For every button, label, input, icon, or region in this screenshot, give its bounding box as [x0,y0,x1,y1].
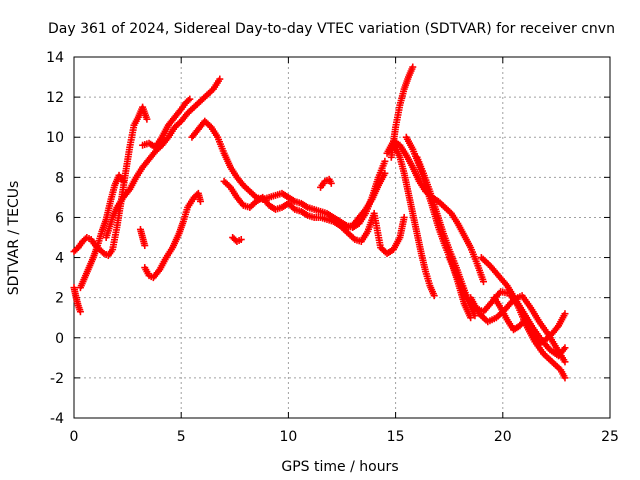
series-trace-14 [383,137,488,286]
plus-marker [237,236,245,244]
series-trace-9 [220,169,389,231]
plus-marker [381,157,389,165]
plus-marker [400,213,408,221]
plus-marker [467,314,475,322]
grid-lines [74,57,610,418]
plus-marker [409,63,417,71]
axis-ticks [73,56,611,419]
plus-marker [480,278,488,286]
plus-marker [216,75,224,83]
plus-marker [143,115,151,123]
x-tick-label: 25 [601,429,619,445]
x-tick-label: 0 [70,429,79,445]
plus-marker [381,169,389,177]
series-trace-17 [413,153,479,320]
series-trace-21 [490,294,569,348]
plus-marker [561,344,569,352]
y-tick-label: 2 [55,291,64,307]
y-tick-label: 14 [46,50,64,66]
plus-marker [561,310,569,318]
x-tick-label: 10 [279,429,297,445]
plot-frame [73,56,611,419]
plus-marker [561,374,569,382]
series-trace-15 [392,143,438,300]
plus-marker [119,177,127,185]
plus-marker [196,197,204,205]
plus-marker [430,292,438,300]
y-tick-label: 6 [55,210,64,226]
plus-marker [184,96,192,104]
x-axis-label: GPS time / hours [281,459,398,475]
series-trace-19 [467,292,569,366]
y-axis-label: SDTVAR / TECUs [6,181,22,296]
plus-marker [76,308,84,316]
plus-marker [141,242,149,250]
plus-marker [99,248,107,256]
series-trace-10 [229,234,245,246]
series-trace-5 [139,95,194,151]
x-tick-label: 20 [494,429,512,445]
y-tick-label: 4 [55,251,64,267]
plus-marker [327,179,335,187]
series-trace-11 [317,175,335,191]
plus-marker [561,358,569,366]
plus-marker [186,95,194,103]
series-trace-2 [70,284,84,316]
y-tick-label: 8 [55,170,64,186]
y-tick-labels: -4 -2 0 2 4 6 8 10 12 14 [46,50,64,427]
x-tick-label: 5 [177,429,186,445]
y-tick-label: -2 [50,371,64,387]
y-tick-label: -4 [50,411,64,427]
series-trace-6 [141,189,204,282]
series-trace-3 [76,171,127,292]
x-tick-label: 15 [387,429,405,445]
series-trace-12 [338,209,408,258]
series-trace-7 [136,225,149,250]
series-trace-1 [70,103,151,260]
y-tick-label: 10 [46,130,64,146]
series-trace-4 [102,75,224,241]
chart-title: Day 361 of 2024, Sidereal Day-to-day VTE… [48,21,615,37]
data-points [70,63,569,382]
plus-marker [471,312,479,320]
y-tick-label: 0 [55,331,64,347]
x-tick-labels: 0 5 10 15 20 25 [70,429,619,445]
y-tick-label: 12 [46,90,64,106]
